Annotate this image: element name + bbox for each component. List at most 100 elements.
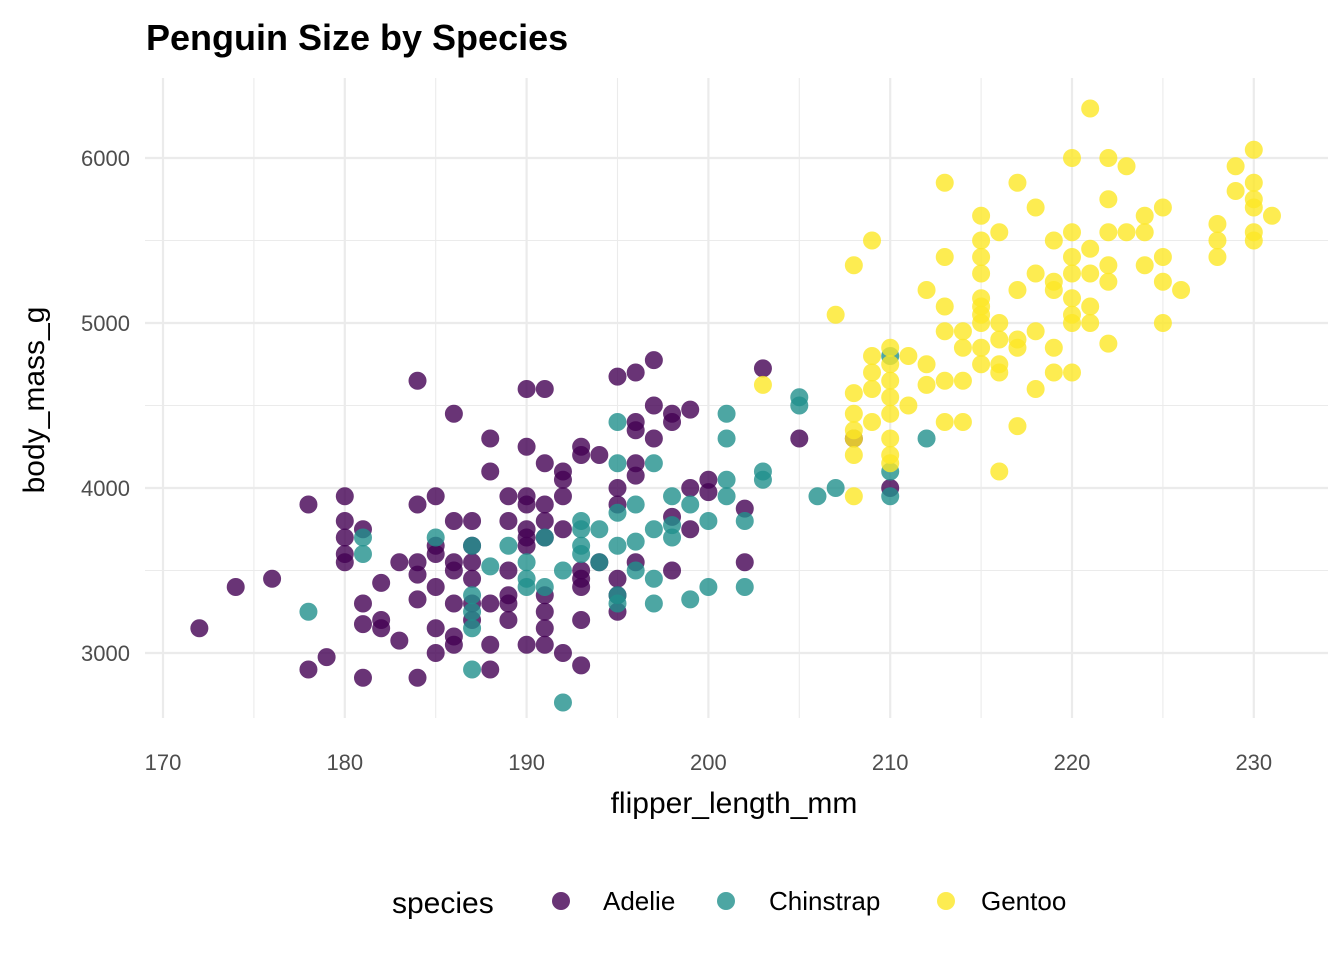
legend-title: species: [392, 887, 494, 920]
data-point: [1081, 297, 1100, 316]
data-point: [553, 487, 572, 506]
data-point: [881, 454, 900, 473]
data-point: [353, 615, 372, 634]
data-point: [553, 470, 572, 489]
data-point: [535, 380, 554, 398]
x-tick-label: 210: [872, 750, 909, 775]
series-gentoo: [753, 99, 1281, 506]
data-point: [463, 512, 482, 530]
data-point: [608, 413, 627, 431]
data-point: [1262, 206, 1281, 225]
data-point: [844, 429, 863, 448]
data-point: [1044, 363, 1063, 382]
data-point: [499, 512, 518, 530]
data-point: [1135, 256, 1154, 275]
data-point: [335, 512, 354, 530]
data-point: [1099, 223, 1118, 242]
data-point: [481, 594, 500, 613]
data-point: [426, 545, 445, 563]
data-point: [1208, 248, 1227, 266]
data-point: [972, 355, 991, 374]
data-point: [1008, 338, 1027, 357]
data-point: [1244, 198, 1263, 217]
data-point: [226, 578, 245, 596]
data-point: [808, 487, 827, 506]
legend: species Adelie Chinstrap Gentoo: [392, 886, 1066, 920]
data-point: [699, 483, 718, 502]
data-point: [735, 578, 754, 596]
data-point: [863, 413, 882, 431]
data-point: [481, 429, 500, 448]
data-point: [1208, 231, 1227, 250]
data-point: [1008, 173, 1027, 192]
data-point: [899, 396, 918, 415]
data-point: [535, 528, 554, 547]
data-point: [499, 561, 518, 580]
data-point: [1008, 281, 1027, 299]
data-point: [626, 363, 645, 382]
data-point: [881, 355, 900, 374]
data-point: [1117, 223, 1136, 242]
data-point: [408, 668, 427, 687]
x-axis-label: flipper_length_mm: [611, 787, 858, 820]
data-point: [572, 656, 591, 675]
data-point: [481, 635, 500, 654]
data-point: [1044, 231, 1063, 250]
data-point: [553, 561, 572, 580]
data-point: [663, 413, 682, 431]
data-point: [863, 363, 882, 382]
data-point: [1063, 223, 1081, 242]
data-point: [553, 644, 572, 662]
data-point: [681, 590, 700, 609]
data-point: [717, 429, 736, 448]
data-point: [826, 479, 845, 497]
data-point: [644, 569, 663, 588]
data-point: [299, 660, 318, 679]
data-point: [663, 561, 682, 580]
data-point: [517, 553, 536, 572]
data-point: [317, 648, 336, 667]
data-point: [517, 437, 536, 456]
data-point: [990, 223, 1009, 242]
legend-key-chinstrap: [717, 892, 735, 910]
data-point: [663, 528, 682, 547]
grid: [145, 78, 1328, 718]
series-adelie: [190, 351, 900, 687]
data-point: [444, 561, 463, 580]
data-point: [444, 404, 463, 423]
data-point: [844, 487, 863, 506]
data-point: [463, 586, 482, 605]
data-point: [972, 206, 991, 225]
data-point: [1081, 264, 1100, 283]
data-point: [935, 297, 954, 316]
data-point: [608, 454, 627, 473]
data-point: [699, 470, 718, 489]
data-point: [1026, 198, 1045, 217]
data-point: [590, 446, 609, 464]
data-point: [1081, 239, 1100, 258]
data-point: [917, 375, 936, 394]
data-point: [1026, 380, 1045, 398]
data-point: [699, 578, 718, 596]
data-point: [608, 536, 627, 555]
data-point: [481, 462, 500, 481]
data-point: [917, 355, 936, 374]
data-point: [917, 281, 936, 299]
data-point: [972, 231, 991, 250]
data-point: [535, 495, 554, 514]
data-point: [1008, 417, 1027, 436]
data-point: [572, 569, 591, 588]
data-point: [390, 631, 409, 650]
data-point: [972, 338, 991, 357]
data-point: [408, 495, 427, 514]
data-point: [1026, 322, 1045, 341]
data-point: [444, 635, 463, 654]
data-point: [535, 578, 554, 596]
data-point: [844, 404, 863, 423]
data-point: [463, 569, 482, 588]
data-point: [335, 553, 354, 572]
data-point: [644, 520, 663, 539]
data-point: [463, 536, 482, 555]
data-point: [608, 479, 627, 497]
legend-label: Adelie: [603, 886, 675, 916]
